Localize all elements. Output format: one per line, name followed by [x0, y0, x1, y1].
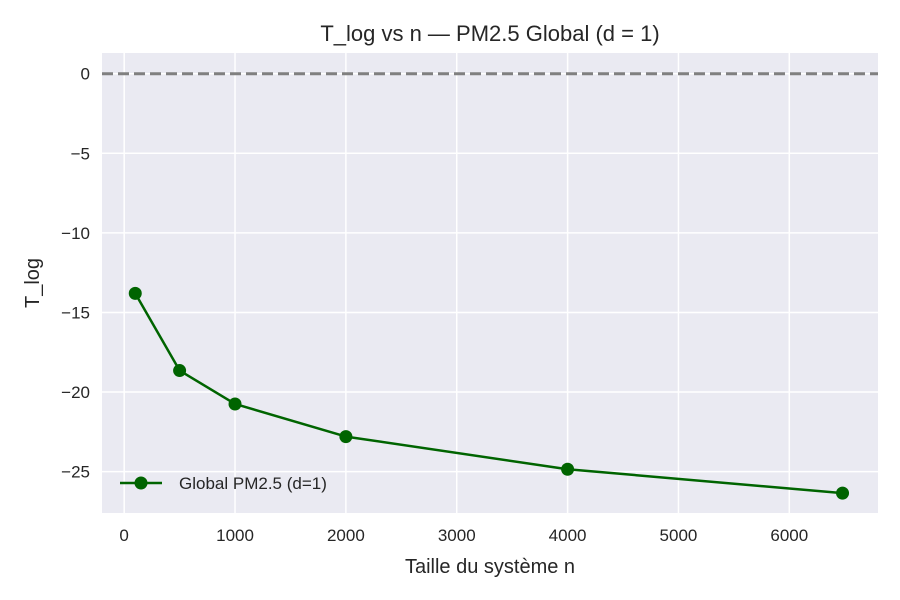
legend-label: Global PM2.5 (d=1): [179, 474, 327, 493]
x-tick-labels: 0 1000 2000 3000 4000 5000 6000: [119, 526, 808, 545]
data-point: [228, 397, 242, 411]
y-tick-label: −5: [71, 144, 90, 163]
y-tick-label: −20: [61, 383, 90, 402]
y-tick-label: −25: [61, 463, 90, 482]
series-group: [128, 286, 850, 500]
y-tick-label: −10: [61, 224, 90, 243]
data-point: [128, 286, 142, 300]
x-tick-label: 4000: [549, 526, 587, 545]
plot-area: [102, 53, 878, 513]
data-point: [339, 430, 353, 444]
x-tick-label: 1000: [216, 526, 254, 545]
x-tick-label: 2000: [327, 526, 365, 545]
data-point: [173, 364, 187, 378]
series-line: [134, 292, 843, 495]
legend: Global PM2.5 (d=1): [120, 474, 327, 493]
data-point: [561, 462, 575, 476]
y-tick-label: −15: [61, 303, 90, 322]
x-tick-label: 5000: [660, 526, 698, 545]
x-tick-label: 6000: [770, 526, 808, 545]
grid: [102, 53, 878, 513]
x-tick-label: 3000: [438, 526, 476, 545]
chart-title: T_log vs n — PM2.5 Global (d = 1): [320, 21, 659, 46]
x-tick-label: 0: [119, 526, 128, 545]
y-axis-label: T_log: [22, 258, 44, 308]
data-point: [836, 486, 850, 500]
y-tick-labels: 0 −5 −10 −15 −20 −25: [61, 65, 90, 482]
x-axis-label: Taille du système n: [405, 556, 575, 578]
y-tick-label: 0: [81, 65, 90, 84]
legend-marker: [134, 476, 148, 490]
